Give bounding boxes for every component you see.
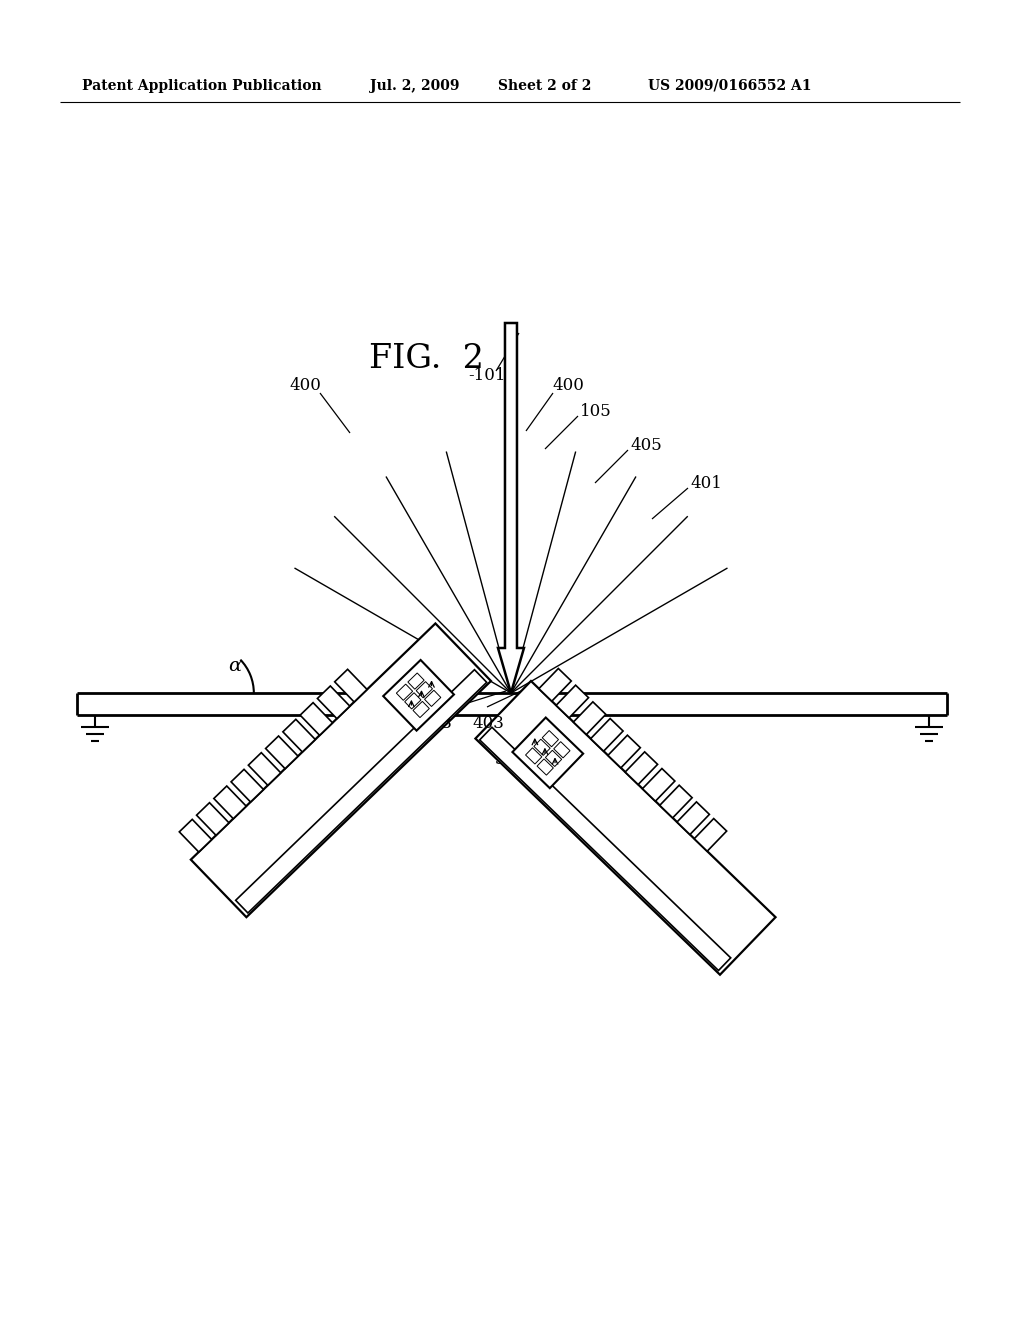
Polygon shape xyxy=(694,818,727,851)
Text: 400: 400 xyxy=(289,376,321,393)
Polygon shape xyxy=(335,669,367,702)
Polygon shape xyxy=(677,801,710,834)
Polygon shape xyxy=(608,735,640,768)
Text: 105: 105 xyxy=(580,403,611,420)
Text: 401: 401 xyxy=(690,474,722,491)
Polygon shape xyxy=(317,686,350,718)
Polygon shape xyxy=(475,681,775,974)
Polygon shape xyxy=(591,718,623,751)
Text: Jul. 2, 2009: Jul. 2, 2009 xyxy=(370,79,460,92)
Polygon shape xyxy=(425,690,440,706)
Text: 400: 400 xyxy=(552,376,584,393)
Text: 103: 103 xyxy=(421,715,453,733)
Polygon shape xyxy=(512,718,583,788)
Polygon shape xyxy=(626,752,657,784)
Polygon shape xyxy=(554,742,570,758)
Polygon shape xyxy=(546,750,562,767)
Text: Sheet 2 of 2: Sheet 2 of 2 xyxy=(498,79,592,92)
Polygon shape xyxy=(573,702,606,734)
Polygon shape xyxy=(190,623,490,917)
Polygon shape xyxy=(659,785,692,818)
Polygon shape xyxy=(179,820,212,851)
Polygon shape xyxy=(197,803,229,836)
Polygon shape xyxy=(404,693,421,709)
Polygon shape xyxy=(556,685,589,718)
Polygon shape xyxy=(300,702,333,735)
Polygon shape xyxy=(479,727,731,970)
Polygon shape xyxy=(534,739,550,755)
Polygon shape xyxy=(249,752,281,785)
FancyArrow shape xyxy=(498,323,524,693)
Polygon shape xyxy=(383,660,454,731)
Polygon shape xyxy=(416,681,432,698)
Text: US 2009/0166552 A1: US 2009/0166552 A1 xyxy=(648,79,811,92)
Text: FIG.  2: FIG. 2 xyxy=(369,343,483,375)
Polygon shape xyxy=(408,673,424,689)
Text: Patent Application Publication: Patent Application Publication xyxy=(82,79,322,92)
Text: 301: 301 xyxy=(495,751,527,768)
Polygon shape xyxy=(525,748,542,764)
Polygon shape xyxy=(413,701,429,718)
Polygon shape xyxy=(537,759,553,775)
Polygon shape xyxy=(214,785,246,818)
Polygon shape xyxy=(543,730,558,747)
Text: 403: 403 xyxy=(472,715,504,733)
Polygon shape xyxy=(539,668,571,701)
Polygon shape xyxy=(231,770,263,803)
Text: -101: -101 xyxy=(468,367,506,384)
Text: 405: 405 xyxy=(630,437,662,454)
Polygon shape xyxy=(283,719,315,752)
Polygon shape xyxy=(396,684,413,701)
Text: α: α xyxy=(227,657,241,675)
Polygon shape xyxy=(642,768,675,801)
Polygon shape xyxy=(265,737,298,768)
Polygon shape xyxy=(236,669,486,913)
